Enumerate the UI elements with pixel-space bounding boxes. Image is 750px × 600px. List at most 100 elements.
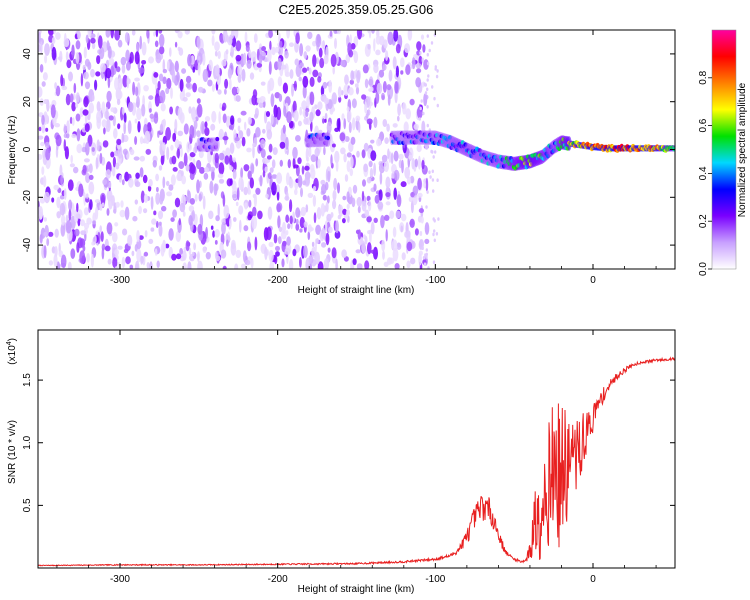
noise-cell (373, 63, 379, 74)
noise-cell (70, 154, 73, 164)
noise-cell (107, 258, 112, 265)
noise-cell (346, 160, 351, 173)
noise-cell (300, 206, 307, 217)
noise-cell (315, 33, 322, 48)
noise-cell (180, 170, 184, 178)
colorbar-gradient (712, 30, 736, 269)
noise-cell (94, 79, 98, 91)
noise-cell (214, 152, 219, 164)
noise-cell (393, 169, 400, 181)
noise-cell (116, 98, 121, 106)
noise-cell (241, 263, 246, 269)
noise-cell (168, 228, 174, 241)
noise-cell (379, 171, 383, 185)
noise-cell (403, 121, 409, 133)
noise-cell (177, 46, 181, 52)
noise-cell (143, 251, 149, 257)
noise-cell (125, 61, 131, 71)
noise-cell (156, 260, 160, 268)
noise-cell (343, 118, 347, 130)
noise-cell (279, 141, 286, 149)
noise-cell (165, 87, 170, 95)
noise-cell (75, 102, 79, 109)
noise-cell (247, 214, 252, 221)
noise-cell (229, 166, 234, 171)
noise-cell (211, 84, 215, 92)
noise-cell (96, 101, 101, 112)
noise-cell (316, 57, 319, 65)
noise-cell (143, 85, 149, 92)
noise-cell (356, 263, 363, 269)
noise-cell (83, 207, 89, 216)
noise-cell (193, 242, 197, 251)
noise-cell (132, 81, 136, 96)
noise-cell (183, 123, 189, 135)
noise-cell (419, 239, 424, 248)
noise-cell (423, 82, 426, 86)
noise-cell (385, 229, 388, 242)
noise-cell (405, 64, 411, 76)
noise-cell (41, 166, 45, 176)
noise-cell (356, 70, 361, 84)
noise-cell (323, 258, 330, 269)
noise-cell (179, 248, 184, 255)
noise-cell (366, 216, 372, 223)
noise-cell (196, 159, 202, 170)
noise-cell (373, 162, 376, 176)
noise-cell (171, 155, 177, 165)
noise-cell (198, 150, 204, 159)
noise-cell (121, 132, 125, 144)
noise-cell (38, 135, 44, 140)
noise-cell (337, 182, 340, 194)
noise-cell (302, 84, 307, 99)
noise-cell (299, 62, 304, 67)
noise-cell (400, 57, 405, 68)
noise-cell (94, 199, 101, 204)
noise-cell (82, 245, 86, 252)
noise-cell (240, 110, 247, 116)
noise-cell (308, 146, 312, 158)
noise-cell (289, 69, 294, 79)
noise-cell (387, 257, 393, 265)
noise-cell (222, 194, 226, 207)
noise-cell (210, 123, 216, 131)
noise-cell (85, 142, 90, 156)
noise-cell (321, 242, 327, 248)
snr-scale-suffix: ) (7, 338, 18, 341)
noise-cell (129, 264, 134, 269)
noise-cell (56, 211, 61, 219)
noise-cell (162, 59, 166, 73)
noise-cell (155, 192, 160, 205)
noise-cell (253, 193, 257, 207)
noise-cell (78, 183, 84, 198)
noise-cell (260, 51, 267, 57)
noise-cell (289, 215, 293, 225)
noise-cell (256, 62, 263, 68)
snr-scale-exponent: 4 (6, 341, 13, 345)
noise-cell (148, 179, 153, 187)
noise-cell (329, 30, 333, 37)
noise-cell (362, 179, 366, 187)
noise-cell (317, 261, 324, 269)
noise-cell (176, 173, 182, 182)
noise-cell (38, 206, 41, 215)
noise-cell (302, 75, 309, 88)
noise-cell (320, 85, 325, 97)
noise-cell (434, 150, 437, 154)
noise-cell (67, 179, 74, 191)
noise-cell (339, 132, 346, 142)
noise-cell (88, 163, 93, 174)
noise-cell (123, 121, 126, 135)
noise-cell (114, 249, 119, 256)
noise-cell (387, 94, 391, 106)
noise-cell (392, 226, 397, 238)
noise-cell (276, 191, 280, 201)
noise-cell (208, 210, 214, 220)
noise-cell (370, 139, 375, 144)
noise-cell (54, 228, 59, 238)
noise-cell (284, 50, 289, 59)
noise-cell (108, 195, 113, 210)
noise-cell (337, 86, 342, 98)
noise-cell (115, 162, 120, 170)
colorbar-frame (711, 29, 737, 270)
